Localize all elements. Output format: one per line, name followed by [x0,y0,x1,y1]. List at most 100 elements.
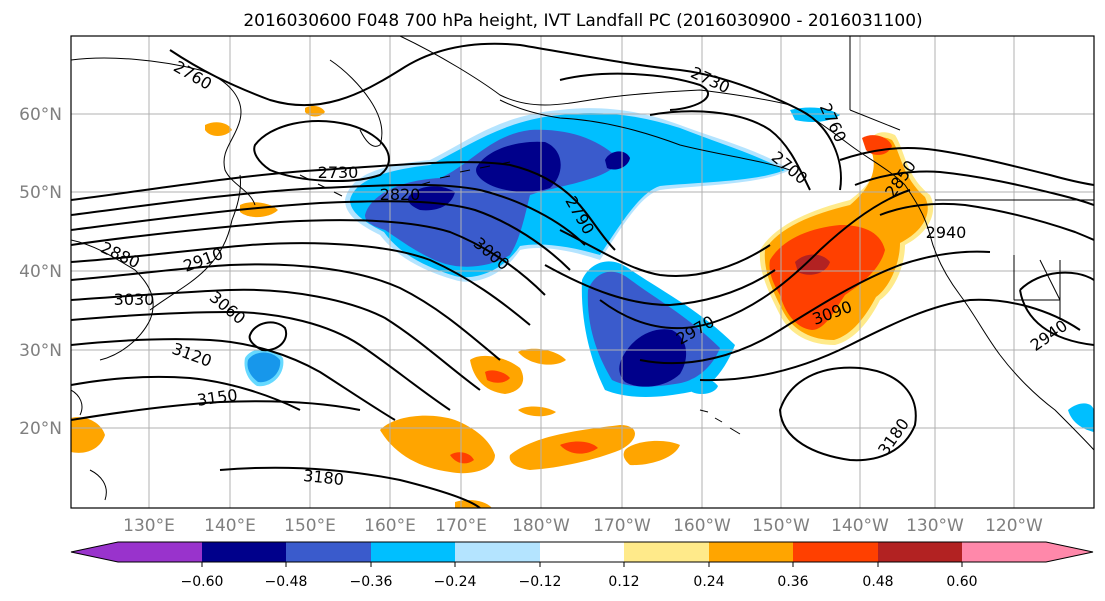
lat-label: 20°N [19,419,62,439]
lon-label: 170°W [593,516,651,536]
contour-bundle-mid-2 [544,264,776,307]
coast-aleutians [419,161,511,186]
contour-label: 3180 [302,466,344,489]
neg-region-philippine-sea-edge [244,349,284,387]
contour-east-bundle-2 [854,170,1094,206]
height-contours [71,42,1094,508]
coastlines [71,36,1094,501]
contour-low-ring [248,321,288,352]
colorbar-tick-label: 0.24 [693,574,724,590]
pos-region-asia-coast-1 [240,202,278,218]
contour-3000 [71,288,481,391]
colorbar-tick-label: −0.48 [265,574,308,590]
lon-label: 140°W [831,516,889,536]
contour-label: 2820 [380,185,421,204]
gridlines [71,36,1094,508]
pos-region-northeast-pacific-mid [769,225,885,330]
colorbar-tick-label: 0.60 [946,574,977,590]
colorbar-segment [202,542,286,562]
contour-3120 [71,375,301,411]
contour-2970-east [599,189,911,330]
colorbar-segment [71,542,202,562]
coast-kamchatka [329,59,383,147]
neg-region-subtropical-mid [587,271,720,387]
coast-bc-us [904,184,1001,356]
lon-label: 170°E [435,516,487,536]
colorbar-segment [286,542,371,562]
colorbar-tick-label: 0.48 [862,574,893,590]
colorbar-tick-label: 0.36 [777,574,808,590]
border-us-states [1013,255,1061,320]
pos-region-west-edge [71,417,105,453]
neg-region-hawaii-spot [690,377,718,394]
colorbar-segment [624,542,709,562]
map-panel: 2760 2730 2730 2760 2700 2820 2790 2880 … [70,35,1095,509]
latitude-labels: 60°N 50°N 40°N 30°N 20°N [19,105,62,439]
lon-label: 160°E [364,516,416,536]
contour-label: 2730 [318,163,359,182]
coast-asia-north [71,57,256,206]
contour-east-bundle-3 [879,202,1094,241]
pos-region-northeast-pacific-dark [795,254,830,275]
contour-bundle-mid-1 [559,229,771,277]
pos-region-south-blob-3 [623,440,680,466]
lon-label: 130°E [123,516,175,536]
pos-region-subtropic-blob-3 [518,406,556,417]
contour-2910 [71,242,531,326]
coast-california-mexico [999,354,1094,451]
contour-southwest-us [1019,271,1094,346]
contour-3030 [71,310,451,411]
contour-3180-south [219,466,481,508]
colorbar: −0.60 −0.48 −0.36 −0.24 −0.12 0.12 0.24 … [70,541,1094,590]
lon-label: 180°W [512,516,570,536]
contour-3180-ring-east [778,366,917,462]
coast-korea-china [71,239,154,361]
pos-region-south-blob-1-core [450,452,474,464]
colorbar-tick-label: −0.24 [434,574,477,590]
coast-taiwan-phil [71,389,107,501]
longitude-labels: 130°E 140°E 150°E 160°E 170°E 180°W 170°… [123,516,1043,536]
pos-region-south-blob-2-core [560,441,598,454]
contour-2700 [649,110,811,191]
contour-3090-east [639,250,991,365]
neg-region-north-pacific-dark-c [605,151,630,170]
lon-label: 130°W [906,516,964,536]
coast-hawaii [699,409,741,435]
neg-region-subtropical-dark [619,329,687,387]
contour-label: 2940 [926,223,967,242]
coast-alaska-north [399,36,791,106]
colorbar-tick-label: −0.36 [350,574,393,590]
colorbar-outline [70,541,1094,563]
contour-2940-west [71,263,501,361]
pos-region-asia-coast-2 [205,122,232,136]
colorbar-tick-label: 0.12 [608,574,639,590]
contour-2820 [71,183,586,246]
contour-2790 [71,161,616,251]
lon-label: 120°W [985,516,1043,536]
colorbar-segment [455,542,540,562]
pos-region-subtropic-blob-1-core [485,370,510,383]
contour-2850 [71,200,571,271]
colorbar-tick-label: −0.60 [181,574,224,590]
lat-label: 40°N [19,262,62,282]
neg-region-baja [1068,403,1094,432]
contour-2760-north [169,42,842,191]
contour-2730-ring-east [559,72,709,111]
colorbar-segments [71,542,1093,562]
lon-label: 150°W [752,516,810,536]
colorbar-segment [878,542,962,562]
ivt-positive-shading [71,105,934,508]
colorbar-tick-labels: −0.60 −0.48 −0.36 −0.24 −0.12 0.12 0.24 … [181,574,978,590]
map-title: 2016030600 F048 700 hPa height, IVT Land… [243,11,922,31]
map-frame [70,35,1095,509]
coast-sakhalin-japan [149,174,241,311]
colorbar-segment [793,542,878,562]
colorbar-segment [371,542,455,562]
colorbar-tick-label: −0.12 [519,574,562,590]
contour-2730-loop [253,120,390,182]
lon-label: 160°W [673,516,731,536]
colorbar-segment [962,542,1093,562]
lat-label: 50°N [19,183,62,203]
lon-label: 150°E [284,516,336,536]
